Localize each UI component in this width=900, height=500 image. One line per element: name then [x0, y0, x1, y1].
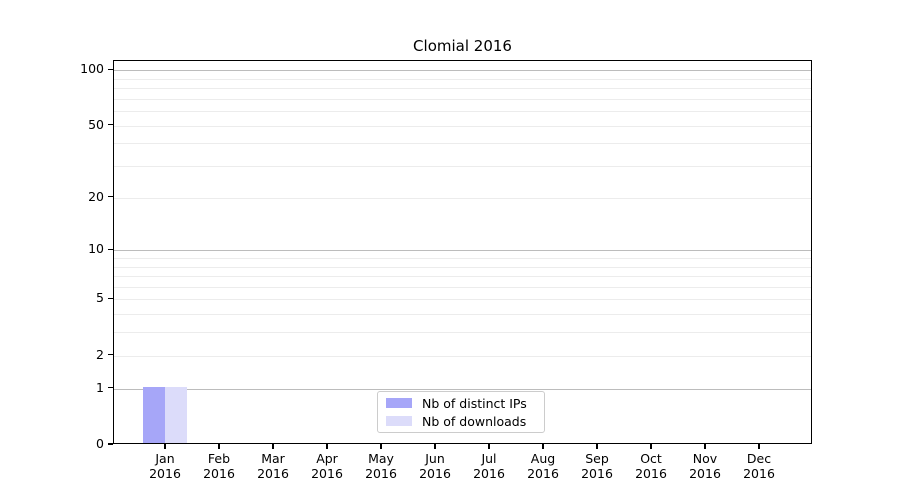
x-tick-label: Sep 2016	[567, 451, 627, 481]
x-tick-year: 2016	[203, 466, 235, 481]
legend-swatch-downloads	[386, 416, 412, 426]
x-tick-month: Jan	[155, 451, 175, 466]
y-tick-label: 0	[96, 436, 104, 451]
plot-area	[113, 60, 812, 444]
x-tick-label: Nov 2016	[675, 451, 735, 481]
y-gridline-minor	[114, 166, 811, 168]
x-tick-label: Feb 2016	[189, 451, 249, 481]
x-tick-year: 2016	[581, 466, 613, 481]
y-tick-mark	[108, 196, 113, 198]
y-gridline-minor	[114, 286, 811, 288]
y-tick-mark	[108, 68, 113, 70]
x-tick-year: 2016	[311, 466, 343, 481]
x-tick-year: 2016	[419, 466, 451, 481]
x-tick-month: Nov	[692, 451, 718, 466]
x-tick-mark	[326, 444, 328, 449]
x-tick-label: May 2016	[351, 451, 411, 481]
y-gridline-minor	[114, 355, 811, 357]
x-tick-label: Jun 2016	[405, 451, 465, 481]
y-tick-label: 20	[88, 188, 104, 204]
x-tick-year: 2016	[257, 466, 289, 481]
x-tick-month: Dec	[746, 451, 772, 466]
x-tick-mark	[758, 444, 760, 449]
x-tick-year: 2016	[743, 466, 775, 481]
y-gridline-minor	[114, 88, 811, 90]
y-tick-label: 2	[96, 346, 104, 362]
legend: Nb of distinct IPs Nb of downloads	[377, 391, 545, 433]
x-tick-label: Dec 2016	[729, 451, 789, 481]
y-tick-mark	[108, 124, 113, 126]
bar-distinct-ips	[142, 387, 165, 444]
x-tick-year: 2016	[473, 466, 505, 481]
x-tick-mark	[704, 444, 706, 449]
x-tick-year: 2016	[365, 466, 397, 481]
x-tick-month: Sep	[585, 451, 609, 466]
y-gridline-minor	[114, 299, 811, 301]
x-tick-label: Jan 2016	[135, 451, 195, 481]
y-gridline-minor	[114, 276, 811, 278]
x-tick-month: Mar	[261, 451, 285, 466]
bar-downloads	[164, 387, 187, 444]
y-gridline-minor	[114, 258, 811, 259]
y-gridline-minor	[114, 125, 811, 127]
y-gridline-minor	[114, 143, 811, 145]
x-tick-year: 2016	[527, 466, 559, 481]
legend-label-distinct-ips: Nb of distinct IPs	[422, 395, 527, 411]
x-tick-year: 2016	[635, 466, 667, 481]
x-tick-mark	[434, 444, 436, 449]
y-tick-mark	[108, 387, 113, 389]
x-tick-month: Feb	[207, 451, 231, 466]
y-gridline-minor	[114, 332, 811, 334]
x-tick-year: 2016	[149, 466, 181, 481]
x-tick-mark	[380, 444, 382, 449]
y-gridline-minor	[114, 197, 811, 199]
x-tick-label: Apr 2016	[297, 451, 357, 481]
x-tick-month: Apr	[316, 451, 338, 466]
x-tick-mark	[164, 444, 166, 449]
x-tick-label: Jul 2016	[459, 451, 519, 481]
x-tick-month: Jul	[481, 451, 497, 466]
x-tick-mark	[650, 444, 652, 449]
y-gridline-major	[114, 250, 811, 252]
y-tick-label: 100	[80, 61, 104, 77]
x-tick-mark	[488, 444, 490, 449]
x-tick-mark	[596, 444, 598, 449]
y-tick-mark	[108, 354, 113, 356]
y-tick-label: 50	[88, 116, 104, 132]
chart-title: Clomial 2016	[413, 37, 512, 55]
x-tick-month: Oct	[640, 451, 662, 466]
y-gridline-major	[114, 70, 811, 72]
x-tick-month: Jun	[425, 451, 445, 466]
y-gridline-minor	[114, 266, 811, 268]
x-tick-label: Oct 2016	[621, 451, 681, 481]
legend-swatch-distinct-ips	[386, 398, 412, 408]
y-gridline-minor	[114, 314, 811, 316]
y-gridline-minor	[114, 111, 811, 113]
y-gridline-minor	[114, 78, 811, 80]
x-tick-month: May	[368, 451, 394, 466]
x-tick-mark	[542, 444, 544, 449]
x-tick-mark	[218, 444, 220, 449]
y-tick-mark	[108, 248, 113, 250]
x-tick-mark	[272, 444, 274, 449]
legend-item-distinct-ips: Nb of distinct IPs	[378, 396, 544, 411]
y-gridline-major	[114, 388, 811, 390]
y-tick-label: 1	[96, 379, 104, 395]
legend-label-downloads: Nb of downloads	[422, 413, 527, 429]
x-tick-year: 2016	[689, 466, 721, 481]
y-tick-label: 10	[88, 241, 104, 257]
x-tick-month: Aug	[530, 451, 556, 466]
y-gridline-minor	[114, 98, 811, 100]
x-tick-label: Mar 2016	[243, 451, 303, 481]
y-tick-label: 5	[96, 290, 104, 306]
x-tick-label: Aug 2016	[513, 451, 573, 481]
legend-item-downloads: Nb of downloads	[378, 414, 544, 429]
y-tick-mark	[108, 297, 113, 300]
y-tick-mark	[108, 443, 113, 445]
